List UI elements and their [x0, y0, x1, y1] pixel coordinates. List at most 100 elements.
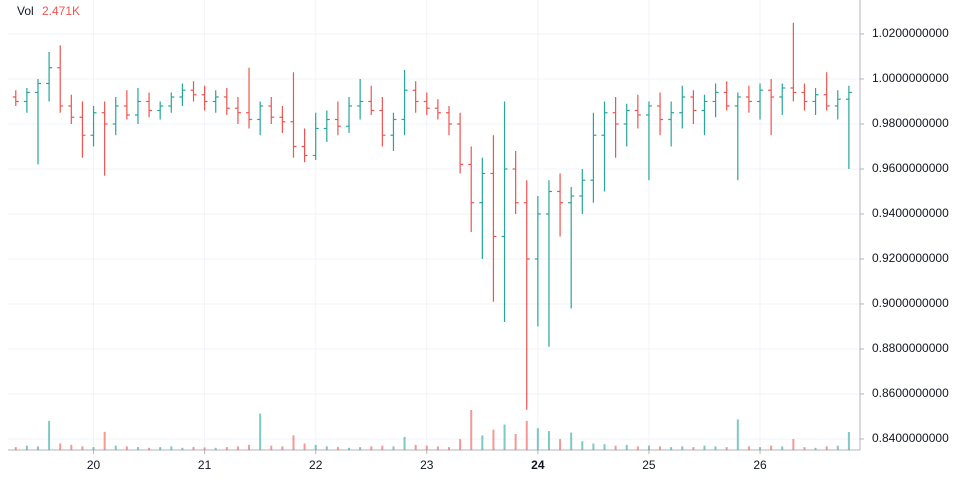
- ohlc-bar: [301, 128, 308, 163]
- volume-last: 2.471K: [42, 4, 80, 18]
- volume-bar: [570, 432, 573, 450]
- ohlc-bar: [757, 83, 764, 120]
- ohlc-bar: [679, 85, 686, 129]
- volume-bar: [114, 445, 117, 450]
- volume-bar: [425, 445, 428, 450]
- ohlc-bar: [190, 81, 197, 102]
- volume-bar: [292, 435, 295, 450]
- volume-bar: [336, 447, 339, 450]
- volume-bar: [214, 447, 217, 450]
- volume-bar: [125, 446, 128, 450]
- volume-bar: [603, 444, 606, 450]
- volume-bar: [303, 443, 306, 450]
- ohlc-bar: [445, 105, 452, 136]
- ohlc-bar: [745, 85, 752, 113]
- volume-bar: [625, 444, 628, 450]
- ohlc-bar: [579, 168, 586, 214]
- volume-bar: [525, 420, 528, 450]
- volume-bar: [725, 447, 728, 450]
- ohlc-bar: [346, 96, 353, 133]
- ohlc-bar: [134, 87, 141, 124]
- ohlc-bar: [79, 101, 86, 158]
- ohlc-bar: [568, 186, 575, 309]
- ohlc-bar: [434, 99, 441, 120]
- volume-bar: [103, 431, 106, 450]
- volume-bar: [348, 447, 351, 450]
- ohlc-bar: [501, 101, 508, 322]
- volume-bar: [747, 446, 750, 450]
- ohlc-bar: [545, 180, 552, 347]
- ohlc-bar: [779, 83, 786, 115]
- volume-bar: [559, 439, 562, 450]
- ohlc-bar: [368, 85, 375, 115]
- ohlc-bar: [723, 81, 730, 111]
- volume-bar: [248, 444, 251, 450]
- volume-bar: [48, 420, 51, 450]
- y-tick-label: 0.8600000000: [872, 386, 949, 400]
- ohlc-bar: [479, 157, 486, 259]
- volume-name: Vol: [17, 4, 34, 18]
- volume-bar: [225, 447, 228, 450]
- ohlc-bar: [34, 78, 41, 165]
- ohlc-bar: [257, 101, 264, 136]
- volume-bar: [770, 445, 773, 450]
- x-tick-label: 22: [309, 458, 323, 472]
- x-tick-label: 20: [87, 458, 101, 472]
- y-tick-label: 0.9800000000: [872, 116, 949, 130]
- volume-bar: [647, 445, 650, 450]
- ohlc-bar: [701, 94, 708, 136]
- ohlc-bar: [834, 90, 841, 120]
- ohlc-bar: [634, 94, 641, 129]
- ohlc-bar: [23, 87, 30, 113]
- volume-bar: [714, 446, 717, 450]
- volume-bar: [392, 446, 395, 450]
- volume-bar: [492, 429, 495, 450]
- y-tick-label: 0.8400000000: [872, 431, 949, 445]
- ohlc-bar: [557, 173, 564, 237]
- volume-bar: [781, 446, 784, 450]
- volume-bar: [692, 447, 695, 450]
- y-tick-label: 0.9400000000: [872, 206, 949, 220]
- x-tick-label: 21: [198, 458, 212, 472]
- volume-bar: [592, 443, 595, 450]
- volume-bar: [847, 432, 850, 450]
- ohlc-bar: [457, 112, 464, 174]
- ohlc-bar: [146, 92, 153, 118]
- ohlc-bar: [68, 94, 75, 124]
- volume-bar: [414, 444, 417, 450]
- volume-bar: [81, 446, 84, 450]
- volume-bar: [736, 419, 739, 450]
- ohlc-bar: [523, 180, 530, 410]
- volume-bar: [670, 447, 673, 450]
- volume-bar: [459, 439, 462, 450]
- ohlc-bar: [734, 92, 741, 181]
- volume-bar: [92, 447, 95, 450]
- ohlc-bar: [390, 112, 397, 151]
- volume-bar: [70, 444, 73, 450]
- volume-bar: [814, 447, 817, 450]
- volume-bar: [536, 428, 539, 450]
- volume-bar: [236, 446, 239, 450]
- ohlc-bar: [657, 92, 664, 136]
- y-tick-label: 0.8800000000: [872, 341, 949, 355]
- volume-bar: [681, 446, 684, 450]
- y-tick-label: 0.9200000000: [872, 251, 949, 265]
- volume-bar: [792, 439, 795, 450]
- ohlc-bar: [357, 78, 364, 120]
- ohlc-bar: [101, 101, 108, 176]
- ohlc-bar: [179, 83, 186, 106]
- volume-bar: [314, 444, 317, 450]
- ohlc-bar: [279, 105, 286, 133]
- volume-bar: [192, 447, 195, 450]
- volume-bar: [325, 446, 328, 450]
- volume-bar: [359, 447, 362, 450]
- ohlc-bar: [334, 101, 341, 136]
- ohlc-bar: [401, 69, 408, 136]
- ohlc-bar: [490, 135, 497, 302]
- volume-bar: [636, 446, 639, 450]
- volume-bar: [803, 447, 806, 450]
- ohlc-bar: [379, 96, 386, 147]
- volume-bar: [514, 434, 517, 450]
- ohlc-bar: [234, 96, 241, 124]
- ohlc-bar: [123, 90, 130, 120]
